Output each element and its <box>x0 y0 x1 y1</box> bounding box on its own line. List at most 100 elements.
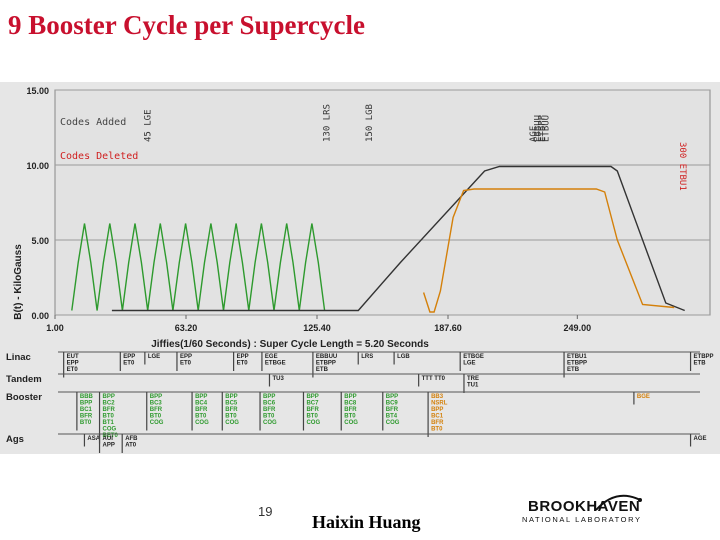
event-code: BC2 <box>103 401 116 407</box>
event-code: APP <box>103 443 115 449</box>
event-code: BPP <box>431 407 443 413</box>
x-axis-label: Jiffies(1/60 Seconds) : Super Cycle Leng… <box>151 339 429 350</box>
event-code: EUT <box>67 354 79 360</box>
event-code: BT1 <box>103 420 115 426</box>
event-code: AFB <box>125 436 138 442</box>
event-code: BC9 <box>386 401 399 407</box>
x-axis-ticks: 1.00 63.20 125.40 187.60 249.00 <box>46 315 591 333</box>
y-axis-label: B(t) - KiloGauss <box>13 244 24 320</box>
event-code: BFR <box>103 407 116 413</box>
event-code: BC7 <box>306 401 319 407</box>
event-code: BT0 <box>150 414 162 420</box>
event-code: AUI <box>103 436 114 442</box>
event-code: EPP <box>180 354 192 360</box>
row-label: Ags <box>6 434 24 445</box>
event-code: AT0 <box>125 443 137 449</box>
slide-title: 9 Booster Cycle per Supercycle <box>8 10 365 40</box>
y-axis-ticks: 15.00 10.00 5.00 0.00 <box>26 86 49 321</box>
brookhaven-logo: BROOKHAVEN NATIONAL LABORATORY <box>520 494 660 528</box>
logo-arc-icon <box>595 494 642 511</box>
event-code: LRS <box>361 354 373 360</box>
code-marker: 150 LGB <box>365 104 375 142</box>
event-code: NSRL <box>431 401 448 407</box>
event-code: COG <box>225 420 239 426</box>
event-code: BT0 <box>225 414 237 420</box>
code-marker: ETBUU <box>542 115 552 142</box>
event-code: BFR <box>150 407 163 413</box>
event-code: BPP <box>344 394 356 400</box>
series-layer <box>71 165 685 313</box>
plot-panel: 15.00 10.00 5.00 0.00 1.00 63.20 125.40 187.60… <box>0 82 720 454</box>
event-code: ETBGE <box>265 361 286 367</box>
logo-subtitle: NATIONAL LABORATORY <box>522 515 642 524</box>
author-name: Haixin Huang <box>312 512 421 532</box>
deleted-code-marker: 300 ETBU1 <box>677 142 687 191</box>
event-code: BC1 <box>80 407 93 413</box>
chart: 15.00 10.00 5.00 0.00 1.00 63.20 125.40 187.60… <box>6 86 714 453</box>
event-code: EPP <box>67 361 79 367</box>
event-code: ET0 <box>180 361 192 367</box>
row-label: Tandem <box>6 374 42 385</box>
page-number: 19 <box>258 504 273 519</box>
event-code: TTT TT0 <box>422 376 446 382</box>
event-code: TU1 <box>467 383 479 389</box>
event-code: BT0 <box>431 427 443 433</box>
event-code: BC6 <box>263 401 276 407</box>
event-code: AGE <box>694 436 707 442</box>
codes-deleted-label: Codes Deleted <box>60 151 138 162</box>
event-code: BPP <box>103 394 115 400</box>
event-code: BFR <box>344 407 357 413</box>
x-tick-label: 249.00 <box>564 323 592 333</box>
event-code: BB3 <box>431 394 444 400</box>
event-code: COG <box>263 420 277 426</box>
event-code: BBB <box>80 394 94 400</box>
event-code: BFR <box>195 407 208 413</box>
event-code: ETBPP <box>567 361 587 367</box>
event-code: BGE <box>637 394 650 400</box>
event-code: BFR <box>263 407 276 413</box>
event-code: EGE <box>265 354 278 360</box>
event-code: BT0 <box>103 414 115 420</box>
event-code: ET0 <box>123 361 135 367</box>
event-code: BC5 <box>225 401 238 407</box>
event-code: EBBUU <box>316 354 337 360</box>
event-code: BPP <box>225 394 237 400</box>
event-code: BET0 <box>103 433 119 439</box>
x-tick-label: 63.20 <box>175 323 198 333</box>
row-label: Booster <box>6 392 42 403</box>
event-code: TRE <box>467 376 479 382</box>
event-code: ETBU1 <box>567 354 587 360</box>
y-tick-label: 10.00 <box>26 161 49 171</box>
event-code: BT0 <box>80 420 92 426</box>
event-code: BPP <box>386 394 398 400</box>
row-label: Linac <box>6 352 31 363</box>
event-code: BFR <box>306 407 319 413</box>
event-code: ETB <box>567 367 580 373</box>
series-line-orange <box>422 188 675 313</box>
event-code: ET0 <box>237 361 249 367</box>
event-code: BC1 <box>431 414 444 420</box>
series-line-main <box>111 165 685 312</box>
code-marker: AGE <box>529 126 539 142</box>
code-marker: ETBPP <box>538 114 548 142</box>
event-code: BC4 <box>195 401 208 407</box>
event-code: BC8 <box>344 401 357 407</box>
event-code: ASA <box>87 436 100 442</box>
event-code: BPP <box>195 394 207 400</box>
event-code: BFR <box>225 407 238 413</box>
event-code: BT0 <box>263 414 275 420</box>
event-code: COG <box>344 420 358 426</box>
event-code: ETB <box>316 367 329 373</box>
event-code: ET0 <box>67 367 79 373</box>
event-code: TU3 <box>272 376 284 382</box>
event-code: COG <box>306 420 320 426</box>
event-code: ETB <box>694 361 707 367</box>
event-code: LGE <box>148 354 160 360</box>
y-tick-label: 0.00 <box>31 311 49 321</box>
event-code: BFR <box>386 407 399 413</box>
event-code: ETBPP <box>316 361 336 367</box>
code-marker: 45 LGE <box>144 109 154 142</box>
event-code: BPP <box>80 401 92 407</box>
event-code: LGE <box>463 361 475 367</box>
